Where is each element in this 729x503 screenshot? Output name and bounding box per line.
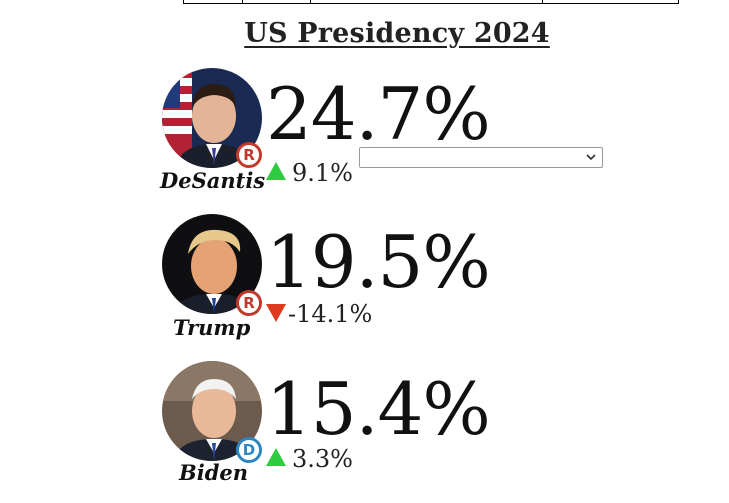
select-dropdown[interactable] [359,147,603,168]
candidate-name: DeSantis [160,168,266,193]
desantis-avatar [162,68,262,168]
candidate-change-value: 9.1% [292,159,353,187]
republican-party-badge-icon: R [236,142,262,168]
candidate-card-biden: D Biden 15.4% 3.3% [160,361,500,491]
candidate-card-trump: R Trump 19.5% -14.1% [160,214,500,344]
trend-up-icon [266,448,286,466]
candidate-percent: 24.7% [266,72,491,156]
candidate-percent: 19.5% [266,220,491,304]
republican-party-badge-icon: R [236,290,262,316]
page-title: US Presidency 2024 [244,18,550,49]
trend-down-icon [266,304,286,322]
democratic-party-badge-icon: D [236,437,262,463]
table-divider [310,0,311,3]
table-divider [542,0,543,3]
candidate-change-value: 3.3% [292,445,353,473]
candidate-change: 9.1% [266,161,353,185]
candidate-percent: 15.4% [266,367,491,451]
candidate-change-value: -14.1% [288,300,373,328]
chevron-down-icon [586,154,596,161]
table-divider [242,0,243,3]
candidate-name: Trump [173,315,251,340]
candidate-change: 3.3% [266,447,353,471]
candidate-card-desantis: R DeSantis 24.7% 9.1% [160,68,500,198]
candidate-name: Biden [179,460,249,485]
candidate-change: -14.1% [266,302,372,326]
trend-up-icon [266,162,286,180]
top-table-fragment [183,0,679,4]
